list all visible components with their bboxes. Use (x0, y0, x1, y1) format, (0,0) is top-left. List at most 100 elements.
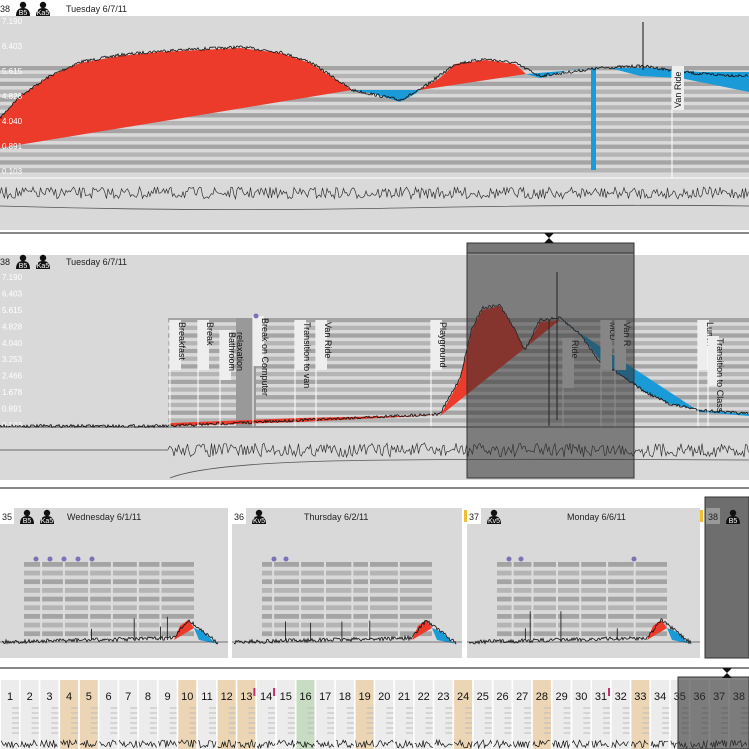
axis-label: 0.103 (2, 421, 23, 430)
day-number: 30 (575, 691, 587, 703)
stripe (0, 152, 749, 157)
day-trace (631, 739, 649, 749)
day-trace (276, 739, 296, 748)
day-trace (217, 739, 237, 749)
signal-trace (167, 442, 749, 459)
stripe (168, 318, 749, 323)
badge-label: Kv5 (253, 518, 265, 525)
day-number: 14 (260, 691, 272, 703)
red-area (647, 620, 667, 640)
day-trace (414, 740, 433, 749)
card-id-bg (706, 508, 720, 524)
day-selection (677, 676, 749, 749)
badge-label: Ka5 (37, 10, 50, 17)
stripe (497, 622, 667, 628)
day-trace (394, 739, 414, 749)
event-shade (299, 562, 302, 640)
axis-label: 4.040 (2, 117, 23, 126)
stripe (0, 81, 749, 87)
event-dot (283, 556, 289, 562)
stripe (24, 579, 194, 585)
event-dot (89, 556, 95, 562)
event-shade (511, 562, 514, 640)
event-label: relaxation (235, 332, 245, 371)
stripe (262, 605, 432, 611)
stripe (0, 128, 749, 134)
trace (1, 619, 219, 645)
stripe (168, 418, 749, 423)
day-column (473, 680, 492, 749)
stripe (0, 73, 749, 79)
axis-label: 4.040 (2, 339, 23, 348)
stripe (0, 160, 749, 165)
event-label: Van Ride (323, 322, 333, 358)
axis-label: 7.190 (2, 273, 23, 282)
day-number: 3 (46, 691, 52, 703)
day-column (99, 680, 118, 749)
day-column (611, 680, 630, 749)
blue-spike (591, 68, 596, 170)
event-dot (75, 556, 81, 562)
day-number: 18 (339, 691, 351, 703)
blue-area (194, 628, 219, 644)
day-number: 32 (615, 691, 627, 703)
day-trace (355, 739, 374, 748)
badge-body (36, 261, 50, 269)
day-trace (571, 739, 590, 749)
event-label: Breakfast (177, 322, 187, 361)
event-shade (40, 562, 43, 640)
badge-head (490, 509, 498, 517)
day-column (20, 680, 39, 749)
event-shade (323, 562, 326, 640)
day-column (1, 680, 19, 749)
event-tag (220, 330, 231, 380)
axis-label: 0.891 (2, 142, 23, 151)
event-label: Lunch (705, 322, 715, 347)
day-column (631, 680, 650, 749)
stripe (262, 622, 432, 628)
day-column (651, 680, 670, 749)
axis-label: 0.103 (2, 167, 23, 176)
selection-bar (466, 242, 635, 254)
stripe (24, 622, 194, 628)
day-number: 25 (477, 691, 489, 703)
day-column (552, 680, 571, 749)
day-flag (273, 688, 276, 696)
card-id-bg (232, 508, 246, 524)
stripe (0, 97, 749, 102)
stripe (262, 614, 432, 619)
stripe (497, 579, 667, 585)
stripe (497, 588, 667, 593)
day-column (414, 680, 433, 749)
event-tag (431, 320, 442, 370)
day-number: 27 (516, 691, 528, 703)
stripe (0, 66, 749, 71)
axis-label: 5.615 (2, 306, 23, 315)
day-number: 15 (280, 691, 292, 703)
day-column (198, 680, 216, 749)
event-dot (61, 556, 67, 562)
day-number: 16 (299, 691, 311, 703)
view-id: 36 (234, 512, 244, 522)
day-number: 34 (654, 691, 666, 703)
day-column (572, 680, 591, 749)
day-column (375, 680, 394, 749)
day-column (138, 680, 157, 749)
event-label: Transition to Class (715, 338, 725, 413)
day-column (454, 680, 473, 749)
event-tag (316, 320, 327, 370)
stripe (0, 113, 749, 118)
card-id-bg (0, 508, 14, 524)
event-shade (606, 562, 609, 640)
day-trace (79, 740, 97, 748)
day-number: 7 (125, 691, 131, 703)
stripe (168, 402, 749, 408)
stripe (262, 588, 432, 593)
day-column (119, 680, 138, 749)
stripe (262, 570, 432, 576)
badge-body (252, 516, 266, 524)
blue-area (667, 628, 692, 644)
axis-label: 6.403 (2, 42, 23, 51)
day-trace (20, 739, 38, 749)
badge-body (40, 516, 54, 524)
